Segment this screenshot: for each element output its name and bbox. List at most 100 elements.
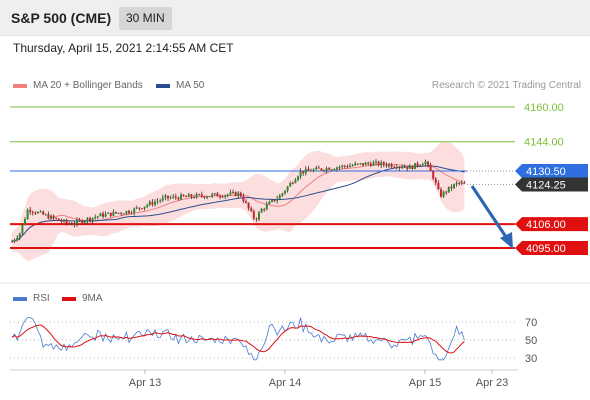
candle-body <box>156 201 159 203</box>
candle-body <box>398 166 401 168</box>
candle-body <box>219 196 221 198</box>
interval-selector[interactable]: 30 MIN <box>119 7 172 30</box>
candle-body <box>213 193 216 195</box>
candle-body <box>52 215 55 218</box>
candle-body <box>380 162 383 166</box>
candle-body <box>146 205 149 207</box>
candle-body <box>388 164 390 167</box>
rsi-9ma-line <box>11 324 465 354</box>
candle-body <box>195 194 198 198</box>
candle-body <box>382 162 385 165</box>
candle-body <box>247 202 250 209</box>
candle-body <box>68 222 71 225</box>
candle-body <box>78 219 81 221</box>
x-label-1: Apr 14 <box>269 377 301 389</box>
level-tag-4 <box>515 241 588 255</box>
credit-text: Research © 2021 Trading Central <box>431 80 581 91</box>
level-label-4: 4095.00 <box>526 243 566 255</box>
candle-body <box>55 217 58 219</box>
legend-label-9ma: 9MA <box>82 293 103 304</box>
candle-body <box>141 208 143 210</box>
legend-swatch-ma20 <box>13 83 27 88</box>
candle-body <box>65 219 68 223</box>
legend-9ma: 9MA <box>62 293 103 304</box>
candle-body <box>291 183 294 185</box>
candle-body <box>437 182 440 190</box>
candle-body <box>375 161 377 163</box>
candle-body <box>263 209 266 211</box>
level-tag-3 <box>515 217 588 232</box>
candle-body <box>359 163 362 165</box>
candle-body <box>130 212 133 214</box>
candle-body <box>83 221 86 223</box>
candle-body <box>182 194 185 197</box>
level-label-0: 4160.00 <box>524 102 564 114</box>
candle-body <box>26 209 29 220</box>
candle-body <box>395 167 398 169</box>
candle-body <box>252 211 255 219</box>
arrow-shaft <box>470 185 510 241</box>
candle-body <box>216 193 219 197</box>
level-tag-2 <box>515 163 588 178</box>
candle-body <box>211 194 214 197</box>
x-label-0: Apr 13 <box>129 377 161 389</box>
candle-body <box>237 192 240 196</box>
candle-body <box>104 213 107 217</box>
last-price-label: 4124.25 <box>526 180 566 192</box>
rsi-line <box>11 317 465 361</box>
candle-body <box>13 239 16 242</box>
candle-body <box>411 165 414 169</box>
legend-swatch-9ma <box>62 296 76 301</box>
candle-body <box>86 217 89 222</box>
candle-body <box>115 211 117 214</box>
candle-body <box>242 196 245 202</box>
candle-body <box>148 201 151 206</box>
candle-body <box>403 167 406 169</box>
candle-body <box>187 194 190 197</box>
rsi-panel: 70 50 30 <box>10 317 537 365</box>
candle-body <box>323 170 325 172</box>
legend-label-ma20: MA 20 + Bollinger Bands <box>33 80 143 91</box>
candle-body <box>133 208 136 213</box>
candle-body <box>200 194 203 197</box>
candle-body <box>312 169 315 172</box>
forecast-arrow <box>470 185 513 249</box>
candle-body <box>325 168 328 171</box>
time-axis: Apr 13 Apr 14 Apr 15 Apr 23 <box>129 370 508 389</box>
last-price-tag <box>515 177 588 192</box>
candle-body <box>302 171 305 174</box>
candle-body <box>96 216 99 218</box>
candle-body <box>99 213 102 217</box>
candle-body <box>159 200 162 202</box>
candle-body <box>356 163 359 165</box>
legend-swatch-ma50 <box>156 83 170 88</box>
candle-body <box>24 219 26 225</box>
candle-body <box>354 163 357 166</box>
candle-body <box>11 241 13 243</box>
candle-body <box>60 220 63 222</box>
candle-body <box>73 223 76 225</box>
candle-body <box>117 212 120 214</box>
candle-body <box>406 167 409 169</box>
candle-body <box>278 195 281 199</box>
timestamp: Thursday, April 15, 2021 2:14:55 AM CET <box>13 41 234 55</box>
candle-body <box>440 189 442 197</box>
candle-body <box>177 197 180 200</box>
candle-body <box>362 163 364 166</box>
candle-body <box>180 194 182 200</box>
candle-body <box>193 197 195 199</box>
candle-body <box>161 197 164 201</box>
candle-body <box>172 196 175 198</box>
arrow-head <box>500 232 513 249</box>
x-label-3: Apr 23 <box>476 377 508 389</box>
candle-body <box>453 184 455 189</box>
candle-body <box>315 167 318 170</box>
candle-body <box>234 192 237 196</box>
candle-body <box>265 204 268 210</box>
candle-body <box>34 212 37 214</box>
candle-body <box>320 168 323 171</box>
candle-body <box>343 165 346 167</box>
candle-body <box>81 220 84 223</box>
candle-body <box>349 165 351 168</box>
